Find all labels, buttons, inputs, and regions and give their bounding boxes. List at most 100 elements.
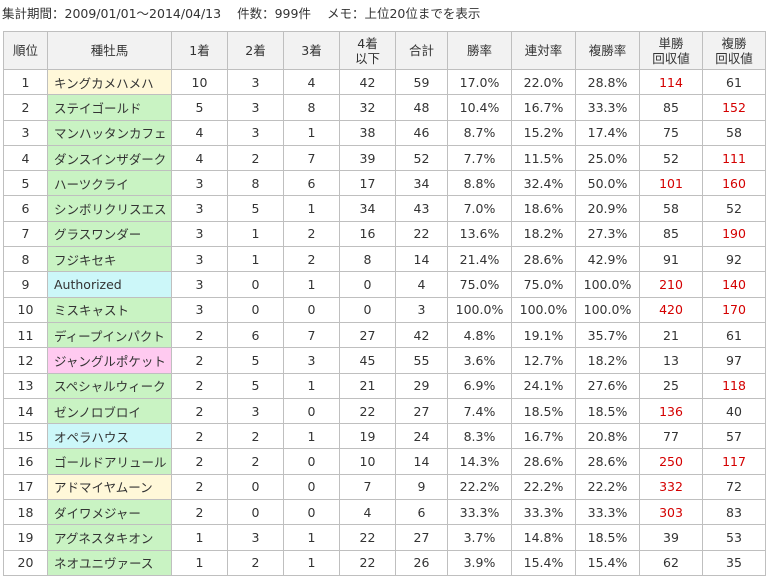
stallion-name-cell[interactable]: シンボリクリスエス xyxy=(47,195,172,222)
stallion-name-cell[interactable]: ミスキャスト xyxy=(47,296,172,323)
win-rate-cell: 7.0% xyxy=(447,195,512,222)
first-count-cell: 1 xyxy=(171,524,228,551)
stallion-stats-table: 順位 種牡馬 1着 2着 3着 4着 以下 合計 勝率 連対率 複勝率 単勝 回収値 複勝 回収値 1 キング… xyxy=(3,31,766,576)
stallion-name-cell[interactable]: フジキセキ xyxy=(47,246,172,273)
win-rate-cell: 75.0% xyxy=(447,271,512,298)
show-return-cell: 170 xyxy=(702,296,766,323)
total-header[interactable]: 合計 xyxy=(395,31,448,70)
total-count-cell: 29 xyxy=(395,372,448,399)
stallion-name-cell[interactable]: ネオユニヴァース xyxy=(47,549,172,576)
stallion-name-cell[interactable]: キングカメハメハ xyxy=(47,68,172,96)
show-return-cell: 53 xyxy=(702,524,766,551)
first-count-cell: 5 xyxy=(171,94,228,121)
table-row: 16 ゴールドアリュール 2 2 0 10 14 14.3% 28.6% 28.6% 250 117 xyxy=(3,448,766,475)
show-return-header[interactable]: 複勝 回収値 xyxy=(702,31,766,70)
stallion-name-cell[interactable]: ダンスインザダーク xyxy=(47,144,172,172)
rank-cell: 3 xyxy=(3,119,48,146)
table-row: 8 フジキセキ 3 1 2 8 14 21.4% 28.6% 42.9% 91 92 xyxy=(3,246,766,273)
fourth-or-lower-count-cell: 8 xyxy=(339,246,396,273)
win-rate-cell: 8.3% xyxy=(447,423,512,450)
table-row: 10 ミスキャスト 3 0 0 0 3 100.0% 100.0% 100.0% 420 170 xyxy=(3,296,766,323)
first-count-cell: 3 xyxy=(171,271,228,298)
stallion-name-cell[interactable]: ゴールドアリュール xyxy=(47,448,172,475)
stallion-name-cell[interactable]: アグネスタキオン xyxy=(47,524,172,551)
win-return-cell: 420 xyxy=(639,296,703,323)
total-count-cell: 24 xyxy=(395,423,448,450)
stallion-name-cell[interactable]: アドマイヤムーン xyxy=(47,473,172,501)
third-header[interactable]: 3着 xyxy=(283,31,340,70)
show-rate-cell: 100.0% xyxy=(575,271,640,298)
show-return-cell: 160 xyxy=(702,170,766,197)
place-rate-cell: 15.2% xyxy=(511,119,576,146)
table-body: 1 キングカメハメハ 10 3 4 42 59 17.0% 22.0% 28.8% 114 61 2 ステ… xyxy=(3,68,766,576)
show-rate-cell: 35.7% xyxy=(575,321,640,349)
show-rate-cell: 22.2% xyxy=(575,473,640,501)
rank-cell: 9 xyxy=(3,271,48,298)
first-count-cell: 10 xyxy=(171,68,228,96)
stallion-name-cell[interactable]: グラスワンダー xyxy=(47,220,172,248)
win-return-cell: 13 xyxy=(639,347,703,374)
win-return-cell: 85 xyxy=(639,94,703,121)
stallion-name-cell[interactable]: スペシャルウィーク xyxy=(47,372,172,399)
rank-cell: 14 xyxy=(3,397,48,425)
first-count-cell: 3 xyxy=(171,220,228,248)
total-count-cell: 14 xyxy=(395,246,448,273)
show-return-cell: 35 xyxy=(702,549,766,576)
fourth-or-lower-count-cell: 0 xyxy=(339,271,396,298)
second-count-cell: 3 xyxy=(227,68,284,96)
win-rate-cell: 3.6% xyxy=(447,347,512,374)
win-return-cell: 114 xyxy=(639,68,703,96)
second-count-cell: 2 xyxy=(227,549,284,576)
rank-header[interactable]: 順位 xyxy=(3,31,48,70)
rank-cell: 4 xyxy=(3,144,48,172)
table-row: 13 スペシャルウィーク 2 5 1 21 29 6.9% 24.1% 27.6% 25 118 xyxy=(3,372,766,399)
show-return-cell: 61 xyxy=(702,68,766,96)
show-return-cell: 117 xyxy=(702,448,766,475)
show-return-cell: 58 xyxy=(702,119,766,146)
fourth-or-lower-header[interactable]: 4着 以下 xyxy=(339,31,396,70)
show-return-cell: 111 xyxy=(702,144,766,172)
rank-cell: 12 xyxy=(3,347,48,374)
show-rate-cell: 18.2% xyxy=(575,347,640,374)
stallion-name-cell[interactable]: ディープインパクト xyxy=(47,321,172,349)
second-header[interactable]: 2着 xyxy=(227,31,284,70)
show-rate-header[interactable]: 複勝率 xyxy=(575,31,640,70)
stallion-name-cell[interactable]: ゼンノロブロイ xyxy=(47,397,172,425)
win-return-header[interactable]: 単勝 回収値 xyxy=(639,31,703,70)
stallion-name-cell[interactable]: Authorized xyxy=(47,271,172,298)
first-count-cell: 2 xyxy=(171,473,228,501)
show-rate-cell: 18.5% xyxy=(575,524,640,551)
show-rate-cell: 25.0% xyxy=(575,144,640,172)
first-count-cell: 3 xyxy=(171,170,228,197)
stallion-name-cell[interactable]: ジャングルポケット xyxy=(47,347,172,374)
second-count-cell: 2 xyxy=(227,423,284,450)
rank-cell: 13 xyxy=(3,372,48,399)
win-rate-header[interactable]: 勝率 xyxy=(447,31,512,70)
show-return-cell: 97 xyxy=(702,347,766,374)
win-return-cell: 250 xyxy=(639,448,703,475)
place-rate-header[interactable]: 連対率 xyxy=(511,31,576,70)
fourth-or-lower-count-cell: 45 xyxy=(339,347,396,374)
third-count-cell: 1 xyxy=(283,372,340,399)
stallion-name-cell[interactable]: ダイワメジャー xyxy=(47,499,172,526)
count-text: 件数：999件 xyxy=(237,6,311,21)
first-count-cell: 2 xyxy=(171,499,228,526)
win-return-cell: 136 xyxy=(639,397,703,425)
fourth-or-lower-count-cell: 34 xyxy=(339,195,396,222)
win-rate-cell: 3.7% xyxy=(447,524,512,551)
win-return-cell: 85 xyxy=(639,220,703,248)
stallion-header[interactable]: 種牡馬 xyxy=(47,31,172,70)
rank-cell: 10 xyxy=(3,296,48,323)
stallion-name-cell[interactable]: マンハッタンカフェ xyxy=(47,119,172,146)
total-count-cell: 42 xyxy=(395,321,448,349)
first-count-cell: 2 xyxy=(171,321,228,349)
stallion-name-cell[interactable]: ハーツクライ xyxy=(47,170,172,197)
show-rate-cell: 17.4% xyxy=(575,119,640,146)
first-header[interactable]: 1着 xyxy=(171,31,228,70)
stallion-name-cell[interactable]: オペラハウス xyxy=(47,423,172,450)
win-rate-cell: 14.3% xyxy=(447,448,512,475)
stallion-name-cell[interactable]: ステイゴールド xyxy=(47,94,172,121)
table-row: 17 アドマイヤムーン 2 0 0 7 9 22.2% 22.2% 22.2% 332 72 xyxy=(3,473,766,501)
first-count-cell: 3 xyxy=(171,246,228,273)
show-rate-cell: 15.4% xyxy=(575,549,640,576)
